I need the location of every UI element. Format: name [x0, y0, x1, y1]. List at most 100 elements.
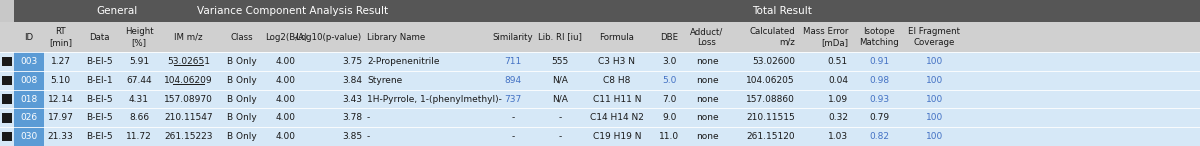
Text: C19 H19 N: C19 H19 N — [593, 132, 641, 141]
Text: 17.97: 17.97 — [48, 113, 73, 122]
Text: 53.02600: 53.02600 — [752, 57, 796, 66]
Text: B Only: B Only — [227, 113, 257, 122]
Text: B-EI-5: B-EI-5 — [85, 113, 113, 122]
Text: 555: 555 — [551, 57, 569, 66]
Text: none: none — [696, 57, 719, 66]
Text: -: - — [558, 132, 562, 141]
Bar — [2, 94, 12, 104]
Bar — [2, 75, 12, 85]
Text: N/A: N/A — [552, 76, 568, 85]
Bar — [0, 71, 1200, 90]
Text: 003: 003 — [20, 57, 37, 66]
Text: N/A: N/A — [552, 94, 568, 104]
Text: 1H-Pyrrole, 1-(phenylmethyl)-: 1H-Pyrrole, 1-(phenylmethyl)- — [367, 94, 502, 104]
Text: -: - — [367, 132, 371, 141]
Text: 026: 026 — [20, 113, 37, 122]
Text: Data: Data — [89, 33, 109, 41]
Text: 2-Propenenitrile: 2-Propenenitrile — [367, 57, 439, 66]
Text: C11 H11 N: C11 H11 N — [593, 94, 641, 104]
Bar — [14, 0, 220, 22]
Text: Library Name: Library Name — [367, 33, 425, 41]
Text: 737: 737 — [504, 94, 522, 104]
Text: Height
[%]: Height [%] — [125, 27, 154, 47]
Bar — [0, 52, 1200, 71]
Text: 100: 100 — [926, 57, 943, 66]
Text: 4.00: 4.00 — [276, 57, 296, 66]
Text: -: - — [511, 132, 515, 141]
Bar — [2, 113, 12, 122]
Text: 030: 030 — [20, 132, 37, 141]
Text: 0.32: 0.32 — [828, 113, 848, 122]
Text: 1.27: 1.27 — [50, 57, 71, 66]
Text: 5.0: 5.0 — [662, 76, 677, 85]
Text: -: - — [511, 113, 515, 122]
Text: 4.00: 4.00 — [276, 132, 296, 141]
Text: 104.06209: 104.06209 — [164, 76, 212, 85]
Text: 3.78: 3.78 — [342, 113, 362, 122]
Text: 210.11547: 210.11547 — [164, 113, 212, 122]
Text: 100: 100 — [926, 132, 943, 141]
Bar — [0, 90, 1200, 108]
Text: 4.00: 4.00 — [276, 113, 296, 122]
Text: 4.00: 4.00 — [276, 94, 296, 104]
Text: 0.93: 0.93 — [869, 94, 889, 104]
Text: Adduct/
Loss: Adduct/ Loss — [690, 27, 724, 47]
Text: 3.85: 3.85 — [342, 132, 362, 141]
Text: 3.84: 3.84 — [342, 76, 362, 85]
Text: 0.51: 0.51 — [828, 57, 848, 66]
Text: IM m/z: IM m/z — [174, 33, 203, 41]
Text: B-EI-5: B-EI-5 — [85, 57, 113, 66]
Bar — [14, 127, 44, 146]
Bar — [220, 0, 365, 22]
Text: 12.14: 12.14 — [48, 94, 73, 104]
Text: 1.03: 1.03 — [828, 132, 848, 141]
Text: 8.66: 8.66 — [128, 113, 149, 122]
Bar — [14, 90, 44, 108]
Text: 0.91: 0.91 — [869, 57, 889, 66]
Text: 5.10: 5.10 — [50, 76, 71, 85]
Bar — [2, 57, 12, 66]
Text: B Only: B Only — [227, 57, 257, 66]
Text: 3.0: 3.0 — [662, 57, 677, 66]
Text: RT
[min]: RT [min] — [49, 27, 72, 47]
Text: Total Result: Total Result — [752, 6, 812, 16]
Text: B Only: B Only — [227, 94, 257, 104]
Text: 0.04: 0.04 — [828, 76, 848, 85]
Text: none: none — [696, 94, 719, 104]
Text: Lib. RI [iu]: Lib. RI [iu] — [538, 33, 582, 41]
Text: none: none — [696, 76, 719, 85]
Bar — [365, 0, 1200, 22]
Text: 0.82: 0.82 — [869, 132, 889, 141]
Text: -: - — [558, 113, 562, 122]
Text: C14 H14 N2: C14 H14 N2 — [590, 113, 644, 122]
Text: Variance Component Analysis Result: Variance Component Analysis Result — [197, 6, 388, 16]
Text: C3 H3 N: C3 H3 N — [599, 57, 636, 66]
Text: General: General — [96, 6, 138, 16]
Bar — [14, 108, 44, 127]
Text: DBE: DBE — [660, 33, 678, 41]
Text: 210.11515: 210.11515 — [746, 113, 796, 122]
Text: 261.15120: 261.15120 — [746, 132, 796, 141]
Text: 7.0: 7.0 — [662, 94, 677, 104]
Text: 711: 711 — [504, 57, 522, 66]
Bar — [0, 108, 1200, 127]
Text: Styrene: Styrene — [367, 76, 402, 85]
Text: ID: ID — [24, 33, 34, 41]
Text: Formula: Formula — [600, 33, 635, 41]
Text: Log2(B/A): Log2(B/A) — [265, 33, 307, 41]
Text: -: - — [367, 113, 371, 122]
Text: B-EI-5: B-EI-5 — [85, 132, 113, 141]
Text: 157.08860: 157.08860 — [746, 94, 796, 104]
Text: 9.0: 9.0 — [662, 113, 677, 122]
Bar — [0, 22, 1200, 52]
Text: 11.0: 11.0 — [660, 132, 679, 141]
Text: Similarity: Similarity — [493, 33, 533, 41]
Text: none: none — [696, 132, 719, 141]
Text: 21.33: 21.33 — [48, 132, 73, 141]
Bar — [0, 127, 1200, 146]
Text: 894: 894 — [504, 76, 522, 85]
Text: Class: Class — [230, 33, 253, 41]
Text: 0.98: 0.98 — [869, 76, 889, 85]
Text: EI Fragment
Coverage: EI Fragment Coverage — [908, 27, 960, 47]
Text: 100: 100 — [926, 113, 943, 122]
